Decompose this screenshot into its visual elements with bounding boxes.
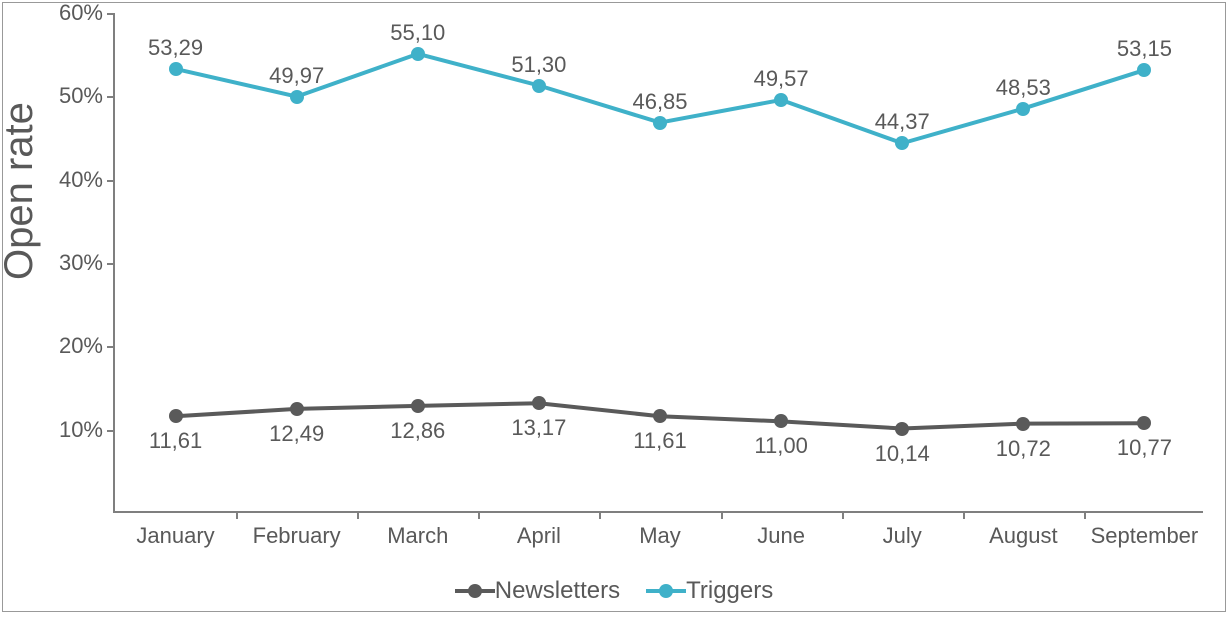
data-label: 48,53 [996, 75, 1051, 101]
data-marker [290, 402, 304, 416]
data-marker [653, 409, 667, 423]
x-tick-label: February [253, 523, 341, 549]
data-marker [411, 47, 425, 61]
y-tick-label: 10% [59, 417, 103, 443]
data-marker [1016, 102, 1030, 116]
data-label: 44,37 [875, 109, 930, 135]
data-marker [774, 414, 788, 428]
data-label: 53,15 [1117, 36, 1172, 62]
y-tick [107, 180, 115, 182]
y-tick [107, 430, 115, 432]
data-label: 10,77 [1117, 435, 1172, 461]
data-marker [532, 79, 546, 93]
data-marker [169, 62, 183, 76]
y-tick [107, 346, 115, 348]
data-label: 46,85 [632, 89, 687, 115]
x-tick [478, 511, 480, 519]
y-tick-label: 40% [59, 167, 103, 193]
data-marker [290, 90, 304, 104]
data-marker [169, 409, 183, 423]
data-marker [653, 116, 667, 130]
data-label: 55,10 [390, 20, 445, 46]
x-tick-label: January [136, 523, 214, 549]
data-label: 12,86 [390, 418, 445, 444]
data-marker [532, 396, 546, 410]
y-tick-label: 60% [59, 0, 103, 26]
data-label: 49,57 [754, 66, 809, 92]
y-tick-label: 50% [59, 83, 103, 109]
x-tick-label: April [517, 523, 561, 549]
y-tick [107, 263, 115, 265]
y-tick-label: 20% [59, 333, 103, 359]
x-tick-label: March [387, 523, 448, 549]
data-marker [774, 93, 788, 107]
x-tick [236, 511, 238, 519]
y-axis-title: Open rate [0, 102, 42, 280]
data-label: 49,97 [269, 63, 324, 89]
data-label: 51,30 [511, 52, 566, 78]
data-marker [1137, 63, 1151, 77]
legend-label: Newsletters [495, 577, 620, 605]
data-marker [1016, 417, 1030, 431]
data-label: 10,72 [996, 436, 1051, 462]
data-marker [411, 399, 425, 413]
data-label: 11,61 [149, 428, 202, 454]
x-tick-label: September [1091, 523, 1199, 549]
data-marker [895, 422, 909, 436]
legend: Newsletters Triggers [3, 577, 1225, 605]
y-tick-label: 30% [59, 250, 103, 276]
data-label: 13,17 [511, 415, 566, 441]
x-tick-label: June [757, 523, 805, 549]
y-tick [107, 13, 115, 15]
x-tick-label: July [883, 523, 922, 549]
y-tick [107, 96, 115, 98]
legend-swatch-newsletters [455, 583, 495, 599]
legend-label: Triggers [686, 577, 773, 605]
x-tick [721, 511, 723, 519]
legend-swatch-triggers [646, 583, 686, 599]
legend-item-newsletters: Newsletters [455, 577, 620, 605]
data-label: 11,00 [754, 433, 807, 459]
data-marker [1137, 416, 1151, 430]
x-tick [1084, 511, 1086, 519]
plot-area: 10%20%30%40%50%60%JanuaryFebruaryMarchAp… [113, 13, 1203, 513]
data-label: 53,29 [148, 35, 203, 61]
x-tick [842, 511, 844, 519]
data-marker [895, 136, 909, 150]
legend-item-triggers: Triggers [646, 577, 773, 605]
data-label: 10,14 [875, 441, 930, 467]
chart-frame: Open rate 10%20%30%40%50%60%JanuaryFebru… [2, 2, 1226, 612]
x-tick [599, 511, 601, 519]
x-tick [963, 511, 965, 519]
data-label: 12,49 [269, 421, 324, 447]
x-tick-label: August [989, 523, 1058, 549]
data-label: 11,61 [633, 428, 686, 454]
x-tick [357, 511, 359, 519]
x-tick-label: May [639, 523, 681, 549]
